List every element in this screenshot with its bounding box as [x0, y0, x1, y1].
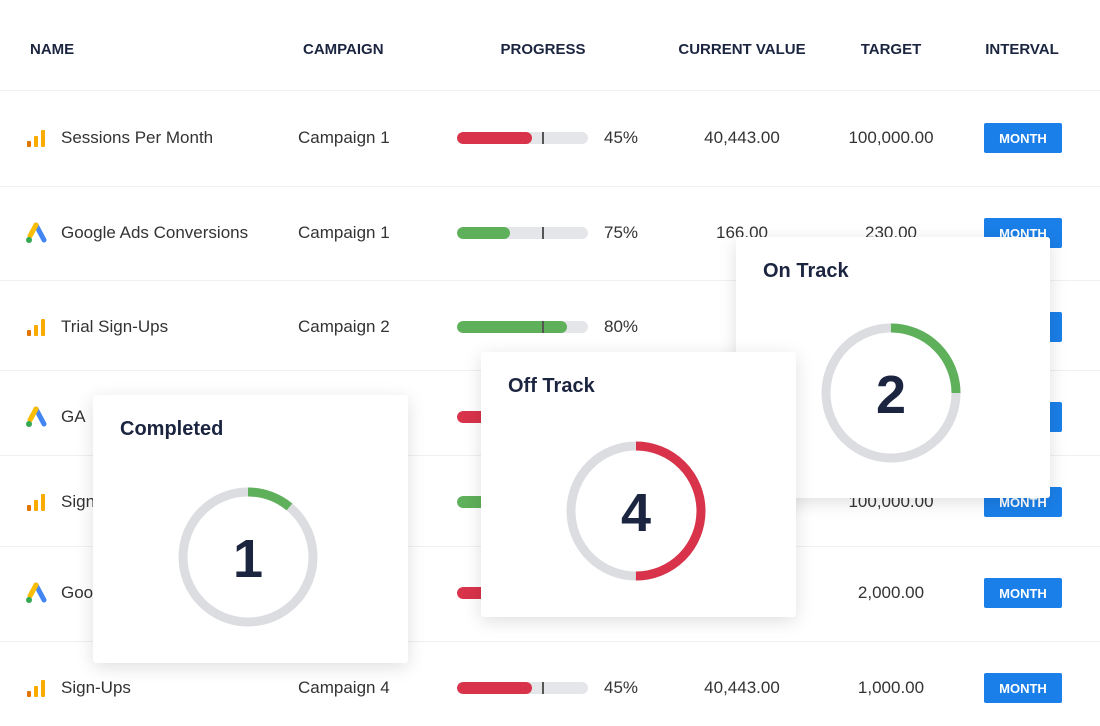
source-icon	[26, 222, 47, 243]
icon-bar	[27, 691, 31, 697]
source-icon	[27, 130, 45, 147]
ring-arc	[566, 441, 706, 581]
target: 2,000.00	[857, 583, 925, 602]
goal-name: Sign	[61, 492, 96, 511]
target: 1,000.00	[857, 678, 925, 697]
progress-fill	[457, 321, 567, 333]
goal-name: Sign-Ups	[61, 678, 131, 697]
row-separator	[0, 186, 1100, 187]
icon-bar	[34, 136, 38, 147]
goal-name: GA	[61, 407, 86, 426]
progress-fill	[457, 682, 532, 694]
goal-name: Trial Sign-Ups	[61, 317, 169, 336]
source-icon	[26, 582, 47, 603]
icon-bar	[41, 130, 45, 147]
icon-bar	[34, 686, 38, 697]
icon-dot	[26, 237, 32, 243]
card-title: Off Track	[508, 375, 595, 397]
progress-percent: 80%	[604, 317, 639, 336]
status-card: Completed 1	[93, 395, 408, 663]
ring-arc	[821, 323, 961, 463]
interval-button[interactable]: MONTH	[984, 673, 1062, 703]
column-header: PROGRESS	[500, 41, 586, 58]
column-header: INTERVAL	[985, 41, 1059, 58]
status-card: Off Track 4	[481, 352, 796, 617]
progress-track	[457, 227, 588, 239]
campaign: Campaign 4	[298, 678, 390, 697]
icon-bar	[41, 494, 45, 511]
current-value: 40,443.00	[704, 678, 780, 697]
icon-bar	[27, 141, 31, 147]
icon-bar	[34, 500, 38, 511]
progress-marker	[542, 682, 544, 694]
card-count: 4	[621, 483, 651, 543]
progress-fill	[457, 132, 532, 144]
progress-fill	[457, 227, 510, 239]
column-header: TARGET	[860, 41, 922, 58]
progress-track	[457, 682, 588, 694]
icon-stroke	[27, 222, 39, 239]
column-header: CAMPAIGN	[303, 41, 384, 58]
column-header: NAME	[30, 41, 75, 58]
column-header: CURRENT VALUE	[678, 41, 806, 58]
progress-track	[457, 132, 588, 144]
icon-bar	[34, 325, 38, 336]
icon-dot	[26, 421, 32, 427]
target: 100,000.00	[848, 128, 934, 147]
icon-bar	[41, 319, 45, 336]
header-separator	[0, 90, 1100, 91]
card-count: 1	[233, 529, 263, 589]
interval-button[interactable]: MONTH	[984, 123, 1062, 153]
row-separator	[0, 280, 1100, 281]
row-separator	[0, 641, 1100, 642]
goal-name: Goo	[61, 583, 94, 602]
progress-percent: 45%	[604, 128, 639, 147]
progress-percent: 45%	[604, 678, 639, 697]
icon-stroke	[27, 406, 39, 423]
goal-name: Google Ads Conversions	[61, 223, 249, 242]
progress-marker	[542, 227, 544, 239]
campaign: Campaign 1	[298, 223, 390, 242]
status-ring: 2	[821, 323, 961, 463]
progress-track	[457, 321, 588, 333]
card-title: On Track	[763, 260, 849, 282]
status-ring: 1	[178, 487, 318, 627]
card-count: 2	[876, 365, 906, 425]
campaign: Campaign 2	[298, 317, 390, 336]
progress-percent: 75%	[604, 223, 639, 242]
icon-bar	[27, 330, 31, 336]
campaign: Campaign 1	[298, 128, 390, 147]
progress-marker	[542, 321, 544, 333]
source-icon	[26, 406, 47, 427]
progress-marker	[542, 132, 544, 144]
interval-button[interactable]: MONTH	[984, 578, 1062, 608]
source-icon	[27, 680, 45, 697]
status-ring: 4	[566, 441, 706, 581]
current-value: 40,443.00	[704, 128, 780, 147]
source-icon	[27, 319, 45, 336]
ring-arc	[178, 487, 318, 627]
source-icon	[27, 494, 45, 511]
icon-dot	[26, 597, 32, 603]
icon-stroke	[27, 582, 39, 599]
card-title: Completed	[120, 418, 224, 440]
icon-bar	[41, 680, 45, 697]
goal-name: Sessions Per Month	[61, 128, 214, 147]
icon-bar	[27, 505, 31, 511]
